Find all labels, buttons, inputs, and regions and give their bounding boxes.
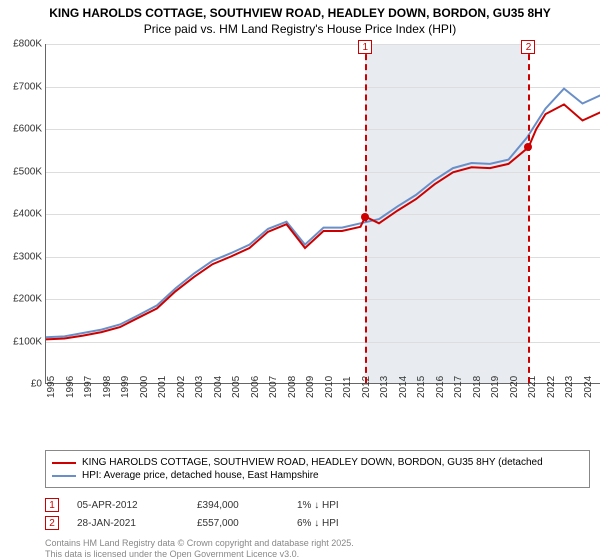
chart-wrap: 1995199619971998199920002001200220032004… <box>0 44 600 424</box>
title-sub: Price paid vs. HM Land Registry's House … <box>4 22 596 36</box>
legend-row: HPI: Average price, detached house, East… <box>52 470 583 481</box>
y-axis-label: £800K <box>0 39 42 50</box>
y-axis-label: £400K <box>0 209 42 220</box>
marker-badge: 2 <box>521 40 535 54</box>
legend-swatch-1 <box>52 475 76 477</box>
marker-point <box>361 213 369 221</box>
marker-point <box>524 143 532 151</box>
legend-label-0: KING HAROLDS COTTAGE, SOUTHVIEW ROAD, HE… <box>82 457 543 468</box>
title-main: KING HAROLDS COTTAGE, SOUTHVIEW ROAD, HE… <box>4 6 596 20</box>
line-series-svg <box>46 44 600 384</box>
sale-diff: 1% ↓ HPI <box>297 500 339 511</box>
legend-box: KING HAROLDS COTTAGE, SOUTHVIEW ROAD, HE… <box>45 450 590 488</box>
sale-price: £394,000 <box>197 500 297 511</box>
chart-container: KING HAROLDS COTTAGE, SOUTHVIEW ROAD, HE… <box>0 0 600 560</box>
y-axis-label: £200K <box>0 294 42 305</box>
y-axis-label: £700K <box>0 81 42 92</box>
sale-price: £557,000 <box>197 518 297 529</box>
sale-badge: 2 <box>45 516 59 530</box>
title-block: KING HAROLDS COTTAGE, SOUTHVIEW ROAD, HE… <box>0 0 600 38</box>
sale-date: 28-JAN-2021 <box>77 518 197 529</box>
series-hpi <box>46 89 600 338</box>
legend-row: KING HAROLDS COTTAGE, SOUTHVIEW ROAD, HE… <box>52 457 583 468</box>
sale-diff: 6% ↓ HPI <box>297 518 339 529</box>
sale-row: 1 05-APR-2012 £394,000 1% ↓ HPI <box>45 498 590 512</box>
y-axis-label: £500K <box>0 166 42 177</box>
legend-swatch-0 <box>52 462 76 464</box>
sale-date: 05-APR-2012 <box>77 500 197 511</box>
footer-line1: Contains HM Land Registry data © Crown c… <box>45 538 590 549</box>
sales-list: 1 05-APR-2012 £394,000 1% ↓ HPI 2 28-JAN… <box>45 494 590 534</box>
legend-label-1: HPI: Average price, detached house, East… <box>82 470 319 481</box>
y-axis-label: £300K <box>0 251 42 262</box>
y-axis-label: £600K <box>0 124 42 135</box>
footer: Contains HM Land Registry data © Crown c… <box>45 538 590 560</box>
series-price_paid <box>46 104 600 339</box>
marker-line <box>528 44 530 383</box>
footer-line2: This data is licensed under the Open Gov… <box>45 549 590 560</box>
marker-badge: 1 <box>358 40 372 54</box>
sale-badge: 1 <box>45 498 59 512</box>
y-axis-label: £100K <box>0 336 42 347</box>
plot-area: 1995199619971998199920002001200220032004… <box>45 44 600 384</box>
sale-row: 2 28-JAN-2021 £557,000 6% ↓ HPI <box>45 516 590 530</box>
y-axis-label: £0 <box>0 379 42 390</box>
